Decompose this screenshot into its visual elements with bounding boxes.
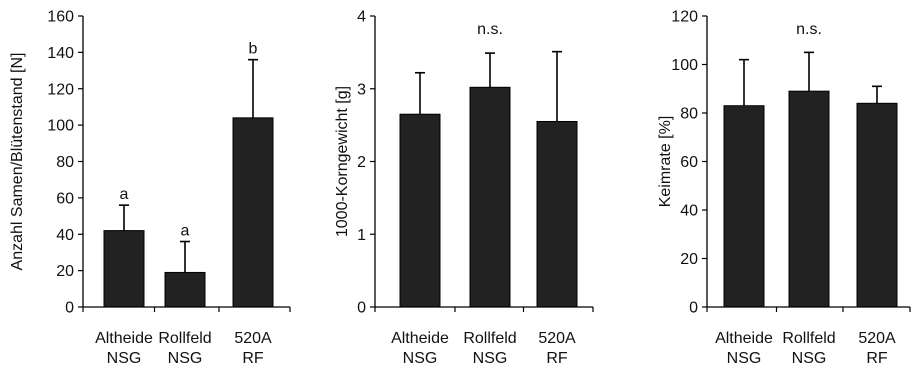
y-tick-label: 60 [680, 154, 698, 171]
significance-note: n.s. [477, 21, 503, 38]
bar [164, 271, 206, 308]
bar [469, 86, 511, 308]
bar [399, 113, 441, 308]
y-tick-label: 20 [680, 251, 698, 268]
y-axis-label: Keimrate [%] [657, 116, 674, 208]
category-label: NSG [792, 350, 827, 367]
significance-letter: a [181, 223, 190, 240]
category-label: Altheide [715, 330, 773, 347]
category-label: 520A [538, 330, 576, 347]
y-tick-label: 0 [357, 300, 366, 317]
category-label: NSG [168, 350, 203, 367]
y-tick-label: 2 [357, 154, 366, 171]
y-tick-label: 60 [56, 190, 74, 207]
category-label: Rollfeld [158, 330, 211, 347]
category-label: Rollfeld [782, 330, 835, 347]
significance-note: n.s. [796, 21, 822, 38]
chart-1: a Altheide NSG a Rollfeld NSG b 520A RF 0 20 40 60 80… [9, 9, 291, 367]
y-tick-label: 80 [56, 154, 74, 171]
category-label: Rollfeld [463, 330, 516, 347]
category-label: NSG [403, 350, 438, 367]
category-label: RF [242, 350, 264, 367]
significance-letter: a [120, 186, 129, 203]
y-tick-label: 1 [357, 227, 366, 244]
category-label: NSG [473, 350, 508, 367]
y-tick-label: 20 [56, 263, 74, 280]
bar [103, 230, 145, 308]
y-tick-label: 40 [680, 203, 698, 220]
y-tick-label: 160 [47, 9, 74, 26]
category-label: NSG [727, 350, 762, 367]
y-tick-label: 100 [47, 118, 74, 135]
chart-3: Altheide NSG Rollfeld NSG 520A RF 0 20 40 60 80 100… [657, 9, 911, 367]
y-tick-label: 120 [671, 9, 698, 26]
y-tick-label: 40 [56, 227, 74, 244]
significance-letter: b [249, 41, 258, 58]
category-label: 520A [858, 330, 896, 347]
y-tick-label: 140 [47, 45, 74, 62]
bar [723, 105, 765, 308]
bar [856, 102, 898, 308]
category-label: NSG [107, 350, 142, 367]
y-tick-label: 100 [671, 57, 698, 74]
bar [788, 90, 830, 308]
y-tick-label: 0 [65, 300, 74, 317]
category-label: Altheide [95, 330, 153, 347]
y-axis-label: Anzahl Samen/Blütenstand [N] [9, 53, 26, 271]
y-tick-label: 120 [47, 81, 74, 98]
chart-2: Altheide NSG Rollfeld NSG 520A RF 0 1 2 3 4 1000-Ko… [334, 9, 594, 367]
category-label: Altheide [391, 330, 449, 347]
bar [232, 117, 274, 308]
bar [536, 120, 578, 308]
category-label: RF [546, 350, 568, 367]
y-tick-label: 0 [689, 300, 698, 317]
y-axis-label: 1000-Korngewicht [g] [334, 86, 351, 237]
category-label: 520A [234, 330, 272, 347]
y-tick-label: 4 [357, 9, 366, 26]
category-label: RF [866, 350, 888, 367]
y-tick-label: 3 [357, 81, 366, 98]
y-tick-label: 80 [680, 106, 698, 123]
